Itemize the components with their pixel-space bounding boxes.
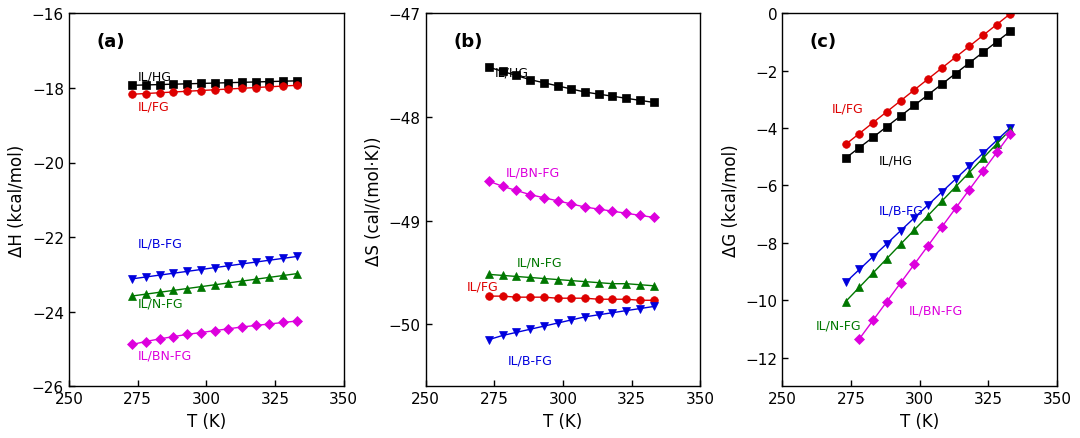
Text: IL/HG: IL/HG bbox=[878, 154, 913, 167]
Text: IL/B-FG: IL/B-FG bbox=[878, 204, 923, 217]
X-axis label: T (K): T (K) bbox=[187, 412, 226, 430]
Y-axis label: ΔS (cal/(mol·K)): ΔS (cal/(mol·K)) bbox=[365, 136, 383, 265]
Text: (a): (a) bbox=[96, 33, 125, 51]
Text: IL/B-FG: IL/B-FG bbox=[508, 354, 553, 367]
Y-axis label: ΔH (kcal/mol): ΔH (kcal/mol) bbox=[9, 145, 26, 256]
Text: IL/BN-FG: IL/BN-FG bbox=[908, 304, 963, 317]
Text: IL/N-FG: IL/N-FG bbox=[516, 256, 562, 269]
Text: (b): (b) bbox=[454, 33, 483, 51]
Text: IL/BN-FG: IL/BN-FG bbox=[505, 166, 559, 179]
Text: IL/B-FG: IL/B-FG bbox=[137, 237, 183, 250]
Text: IL/BN-FG: IL/BN-FG bbox=[137, 348, 192, 361]
Text: IL/N-FG: IL/N-FG bbox=[815, 318, 861, 331]
Text: IL/N-FG: IL/N-FG bbox=[137, 297, 184, 310]
Text: IL/FG: IL/FG bbox=[832, 102, 864, 115]
Text: IL/FG: IL/FG bbox=[137, 100, 170, 113]
X-axis label: T (K): T (K) bbox=[900, 412, 940, 430]
Text: IL/FG: IL/FG bbox=[467, 279, 499, 293]
Text: IL/HG: IL/HG bbox=[137, 71, 172, 83]
Text: (c): (c) bbox=[810, 33, 837, 51]
Y-axis label: ΔG (kcal/mol): ΔG (kcal/mol) bbox=[721, 144, 740, 257]
X-axis label: T (K): T (K) bbox=[543, 412, 582, 430]
Text: IL/HG: IL/HG bbox=[495, 67, 528, 80]
